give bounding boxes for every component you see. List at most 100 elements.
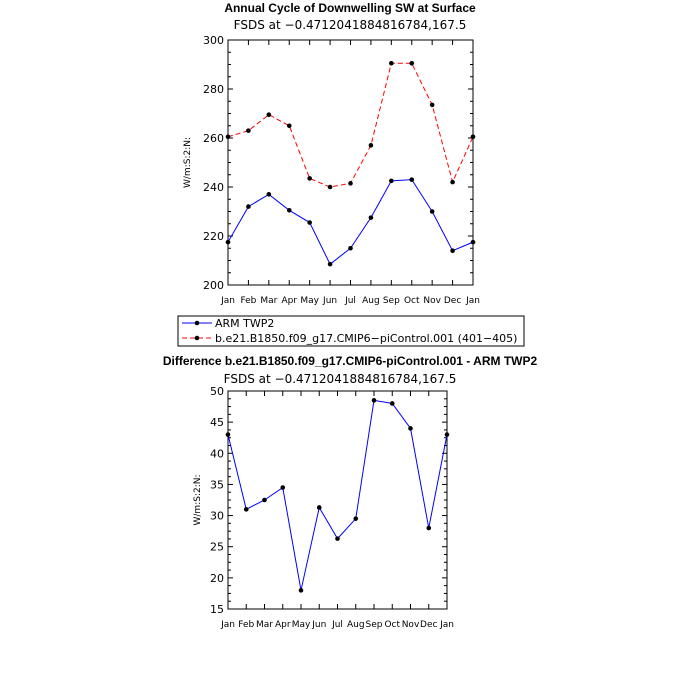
series-2-point [409, 60, 415, 66]
series-1-point [444, 432, 450, 437]
series-1-point [389, 401, 395, 406]
ytick-label: 240 [203, 181, 224, 194]
xtick-label: Nov [423, 296, 441, 306]
legend-box [177, 315, 525, 347]
ytick-label: 50 [210, 385, 224, 398]
ytick-label: 15 [210, 603, 224, 616]
xtick-label: Jan [220, 296, 235, 306]
chart-1-series [225, 60, 476, 267]
xtick-label: Sep [366, 620, 383, 630]
series-1-point [266, 192, 272, 197]
xtick-label: Oct [404, 296, 420, 306]
ytick-label: 25 [210, 541, 224, 554]
xtick-label: May [292, 620, 311, 630]
xtick-label: Jan [465, 296, 480, 306]
xtick-label: Jul [344, 296, 356, 306]
xtick-label: Mar [260, 296, 277, 306]
series-1-point [280, 485, 286, 490]
series-1-point [327, 261, 333, 267]
series-1-point [262, 497, 267, 503]
chart-1-legend: ARM TWP2 b.e21.B1850.f09_g17.CMIP6−piCon… [177, 315, 525, 347]
chart-1: Annual Cycle of Downwelling SW at Surfac… [177, 1, 525, 347]
ytick-label: 200 [203, 279, 224, 292]
chart-2-series [225, 398, 450, 593]
series-1-point [348, 245, 353, 251]
series-1-point [353, 516, 359, 521]
series-1-point [408, 426, 413, 431]
series-2-point [266, 112, 272, 118]
legend-label-model: b.e21.B1850.f09_g17.CMIP6−piControl.001 … [215, 332, 517, 345]
xtick-label: Dec [444, 296, 461, 306]
xtick-label: Aug [362, 296, 380, 306]
series-2-point [348, 181, 353, 186]
series-1-point [246, 204, 251, 209]
series-2-point [225, 134, 231, 140]
xtick-label: Apr [281, 296, 297, 306]
series-2-point [368, 143, 374, 148]
series-1-point [470, 239, 476, 245]
series-1-point [307, 220, 312, 225]
xtick-label: Apr [275, 620, 291, 630]
ytick-label: 20 [210, 572, 224, 585]
xtick-label: Jun [322, 296, 337, 306]
series-1-point [409, 177, 415, 182]
chart-2: Difference b.e21.B1850.f09_g17.CMIP6-piC… [163, 354, 538, 630]
xtick-label: Jun [311, 620, 326, 630]
series-1-point [450, 248, 455, 253]
series-1-point [286, 207, 292, 213]
series-1-point [316, 505, 322, 510]
ytick-label: 35 [210, 478, 224, 491]
chart-2-title: Difference b.e21.B1850.f09_g17.CMIP6-piC… [163, 354, 538, 368]
series-1-point [298, 588, 304, 593]
xtick-label: Feb [238, 620, 254, 630]
series-line-1 [227, 399, 448, 591]
chart-1-title: Annual Cycle of Downwelling SW at Surfac… [224, 1, 476, 15]
legend-label-arm: ARM TWP2 [215, 317, 274, 330]
xtick-label: Aug [347, 620, 365, 630]
series-2-point [286, 123, 292, 129]
xtick-label: Mar [256, 620, 273, 630]
ytick-label: 30 [210, 510, 224, 523]
chart-1-ylabel: W/m:S:2:N: [183, 137, 193, 188]
legend-marker-arm [194, 320, 200, 326]
ytick-label: 260 [203, 132, 224, 145]
series-1-point [389, 178, 394, 184]
series-1-point [243, 507, 249, 512]
ytick-label: 280 [203, 83, 224, 96]
series-2-point [450, 179, 455, 185]
series-2-point [470, 134, 476, 140]
legend-marker-model [194, 335, 200, 341]
ytick-label: 45 [210, 416, 224, 429]
series-line-2 [227, 62, 474, 188]
chart-2-subtitle: FSDS at −0.4712041884816784,167.5 [224, 372, 457, 386]
series-1-point [225, 432, 231, 437]
xtick-label: Feb [240, 296, 256, 306]
xtick-label: Jan [220, 620, 235, 630]
series-1-point [429, 209, 435, 214]
chart-2-ylabel: W/m:S:2:N: [193, 475, 203, 526]
series-2-point [429, 102, 435, 108]
series-line-1 [227, 179, 474, 265]
xtick-label: Dec [420, 620, 437, 630]
chart-1-axes: 200 220 240 260 280 300 Jan Feb Mar Apr May Jun Jul A… [203, 34, 480, 306]
chart-2-frame [227, 390, 448, 610]
xtick-label: May [300, 296, 319, 306]
series-1-point [368, 215, 374, 220]
series-2-point [327, 184, 333, 190]
xtick-label: Nov [402, 620, 420, 630]
series-2-point [246, 128, 251, 133]
ytick-label: 220 [203, 230, 224, 243]
series-1-point [225, 239, 231, 245]
series-1-point [371, 398, 377, 403]
xtick-label: Sep [383, 296, 400, 306]
series-1-point [335, 536, 340, 541]
xtick-label: Oct [384, 620, 400, 630]
ytick-label: 300 [203, 34, 224, 47]
series-1-point [426, 525, 432, 531]
ytick-label: 40 [210, 447, 224, 460]
xtick-label: Jul [331, 620, 343, 630]
xtick-label: Jan [439, 620, 454, 630]
series-2-point [307, 176, 312, 181]
